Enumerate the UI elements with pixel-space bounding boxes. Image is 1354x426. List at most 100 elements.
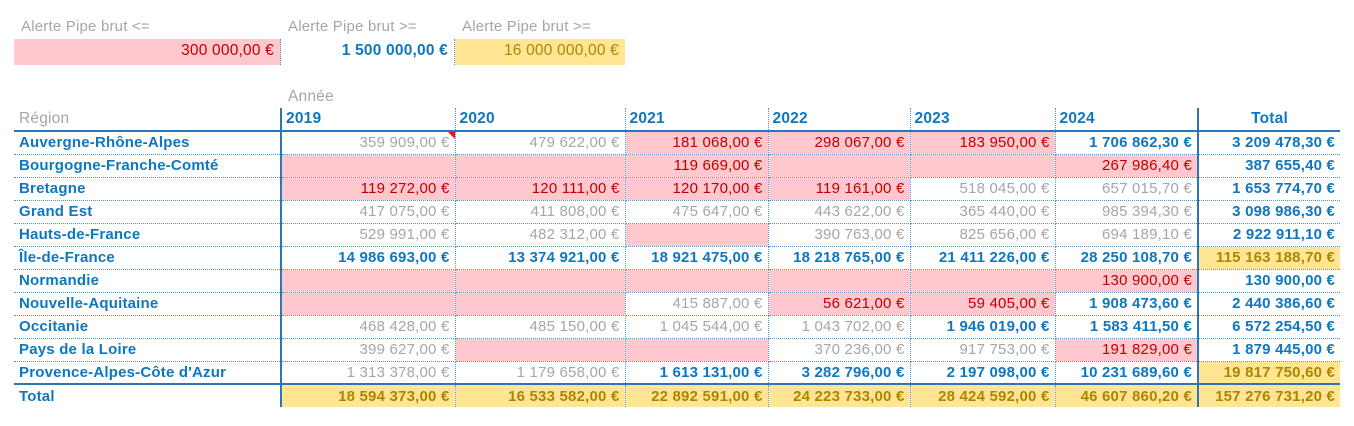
row-header-region[interactable]: Bretagne — [14, 177, 282, 201]
total-value-cell[interactable]: 24 223 733,00 € — [768, 383, 911, 407]
row-total-cell[interactable]: 387 655,40 € — [1198, 154, 1341, 178]
column-header-2021[interactable]: 2021 — [625, 108, 769, 132]
row-header-region[interactable]: Hauts-de-France — [14, 223, 282, 247]
value-cell[interactable]: 479 622,00 € — [455, 131, 626, 155]
row-header-region[interactable]: Auvergne-Rhône-Alpes — [14, 131, 282, 155]
value-cell[interactable] — [768, 154, 911, 178]
value-cell[interactable]: 1 179 658,00 € — [455, 361, 626, 385]
value-cell[interactable]: 443 622,00 € — [768, 200, 911, 224]
value-cell[interactable]: 917 753,00 € — [910, 338, 1056, 362]
total-row-header[interactable]: Total — [14, 383, 282, 407]
total-value-cell[interactable]: 22 892 591,00 € — [625, 383, 769, 407]
value-cell[interactable]: 130 900,00 € — [1055, 269, 1199, 293]
value-cell[interactable] — [455, 292, 626, 316]
value-cell[interactable]: 120 111,00 € — [455, 177, 626, 201]
value-cell[interactable]: 482 312,00 € — [455, 223, 626, 247]
corner-header-region[interactable]: Région — [14, 108, 282, 132]
row-total-cell[interactable]: 19 817 750,60 € — [1198, 361, 1341, 385]
value-cell[interactable]: 18 218 765,00 € — [768, 246, 911, 270]
value-cell[interactable]: 1 583 411,50 € — [1055, 315, 1199, 339]
value-cell[interactable]: 1 045 544,00 € — [625, 315, 769, 339]
alert-high-value-cell[interactable]: 16 000 000,00 € — [455, 39, 625, 65]
value-cell[interactable]: 529 991,00 € — [281, 223, 456, 247]
value-cell[interactable]: 13 374 921,00 € — [455, 246, 626, 270]
row-header-region[interactable]: Occitanie — [14, 315, 282, 339]
value-cell[interactable]: 120 170,00 € — [625, 177, 769, 201]
value-cell[interactable]: 475 647,00 € — [625, 200, 769, 224]
total-value-cell[interactable]: 46 607 860,20 € — [1055, 383, 1199, 407]
value-cell[interactable]: 985 394,30 € — [1055, 200, 1199, 224]
value-cell[interactable]: 1 706 862,30 € — [1055, 131, 1199, 155]
value-cell[interactable]: 56 621,00 € — [768, 292, 911, 316]
value-cell[interactable]: 359 909,00 € — [281, 131, 456, 155]
value-cell[interactable]: 390 763,00 € — [768, 223, 911, 247]
value-cell[interactable] — [281, 292, 456, 316]
value-cell[interactable]: 191 829,00 € — [1055, 338, 1199, 362]
value-cell[interactable]: 485 150,00 € — [455, 315, 626, 339]
grand-total-cell[interactable]: 157 276 731,20 € — [1198, 383, 1341, 407]
row-total-cell[interactable]: 130 900,00 € — [1198, 269, 1341, 293]
column-header-total[interactable]: Total — [1198, 108, 1341, 132]
column-header-2022[interactable]: 2022 — [768, 108, 911, 132]
value-cell[interactable]: 1 946 019,00 € — [910, 315, 1056, 339]
alert-mid-value-cell[interactable]: 1 500 000,00 € — [281, 39, 455, 65]
value-cell[interactable] — [625, 223, 769, 247]
value-cell[interactable] — [455, 269, 626, 293]
value-cell[interactable]: 365 440,00 € — [910, 200, 1056, 224]
value-cell[interactable]: 10 231 689,60 € — [1055, 361, 1199, 385]
value-cell[interactable]: 183 950,00 € — [910, 131, 1056, 155]
column-header-2019[interactable]: 2019 — [281, 108, 456, 132]
column-header-2024[interactable]: 2024 — [1055, 108, 1199, 132]
value-cell[interactable]: 657 015,70 € — [1055, 177, 1199, 201]
column-header-2020[interactable]: 2020 — [455, 108, 626, 132]
value-cell[interactable]: 399 627,00 € — [281, 338, 456, 362]
value-cell[interactable]: 518 045,00 € — [910, 177, 1056, 201]
total-value-cell[interactable]: 28 424 592,00 € — [910, 383, 1056, 407]
value-cell[interactable] — [281, 269, 456, 293]
value-cell[interactable]: 694 189,10 € — [1055, 223, 1199, 247]
value-cell[interactable]: 119 272,00 € — [281, 177, 456, 201]
row-total-cell[interactable]: 3 209 478,30 € — [1198, 131, 1341, 155]
value-cell[interactable]: 1 313 378,00 € — [281, 361, 456, 385]
value-cell[interactable]: 2 197 098,00 € — [910, 361, 1056, 385]
row-total-cell[interactable]: 115 163 188,70 € — [1198, 246, 1341, 270]
value-cell[interactable]: 28 250 108,70 € — [1055, 246, 1199, 270]
value-cell[interactable]: 119 161,00 € — [768, 177, 911, 201]
value-cell[interactable]: 14 986 693,00 € — [281, 246, 456, 270]
row-total-cell[interactable]: 1 653 774,70 € — [1198, 177, 1341, 201]
value-cell[interactable] — [768, 269, 911, 293]
row-total-cell[interactable]: 6 572 254,50 € — [1198, 315, 1341, 339]
value-cell[interactable]: 181 068,00 € — [625, 131, 769, 155]
row-total-cell[interactable]: 3 098 986,30 € — [1198, 200, 1341, 224]
value-cell[interactable]: 417 075,00 € — [281, 200, 456, 224]
value-cell[interactable] — [625, 338, 769, 362]
value-cell[interactable] — [910, 269, 1056, 293]
value-cell[interactable] — [910, 154, 1056, 178]
row-header-region[interactable]: Provence-Alpes-Côte d'Azur — [14, 361, 282, 385]
value-cell[interactable] — [625, 269, 769, 293]
row-header-region[interactable]: Normandie — [14, 269, 282, 293]
value-cell[interactable]: 59 405,00 € — [910, 292, 1056, 316]
value-cell[interactable]: 1 043 702,00 € — [768, 315, 911, 339]
value-cell[interactable]: 1 908 473,60 € — [1055, 292, 1199, 316]
column-header-2023[interactable]: 2023 — [910, 108, 1056, 132]
value-cell[interactable]: 21 411 226,00 € — [910, 246, 1056, 270]
row-header-region[interactable]: Pays de la Loire — [14, 338, 282, 362]
value-cell[interactable]: 298 067,00 € — [768, 131, 911, 155]
value-cell[interactable] — [281, 154, 456, 178]
value-cell[interactable]: 18 921 475,00 € — [625, 246, 769, 270]
value-cell[interactable] — [455, 338, 626, 362]
group-header-annee[interactable]: Année — [288, 88, 334, 105]
total-value-cell[interactable]: 16 533 582,00 € — [455, 383, 626, 407]
value-cell[interactable]: 415 887,00 € — [625, 292, 769, 316]
row-header-region[interactable]: Île-de-France — [14, 246, 282, 270]
value-cell[interactable]: 119 669,00 € — [625, 154, 769, 178]
value-cell[interactable]: 825 656,00 € — [910, 223, 1056, 247]
row-header-region[interactable]: Grand Est — [14, 200, 282, 224]
value-cell[interactable]: 411 808,00 € — [455, 200, 626, 224]
total-value-cell[interactable]: 18 594 373,00 € — [281, 383, 456, 407]
alert-low-value-cell[interactable]: 300 000,00 € — [14, 39, 281, 65]
value-cell[interactable]: 3 282 796,00 € — [768, 361, 911, 385]
row-total-cell[interactable]: 2 922 911,10 € — [1198, 223, 1341, 247]
value-cell[interactable]: 1 613 131,00 € — [625, 361, 769, 385]
